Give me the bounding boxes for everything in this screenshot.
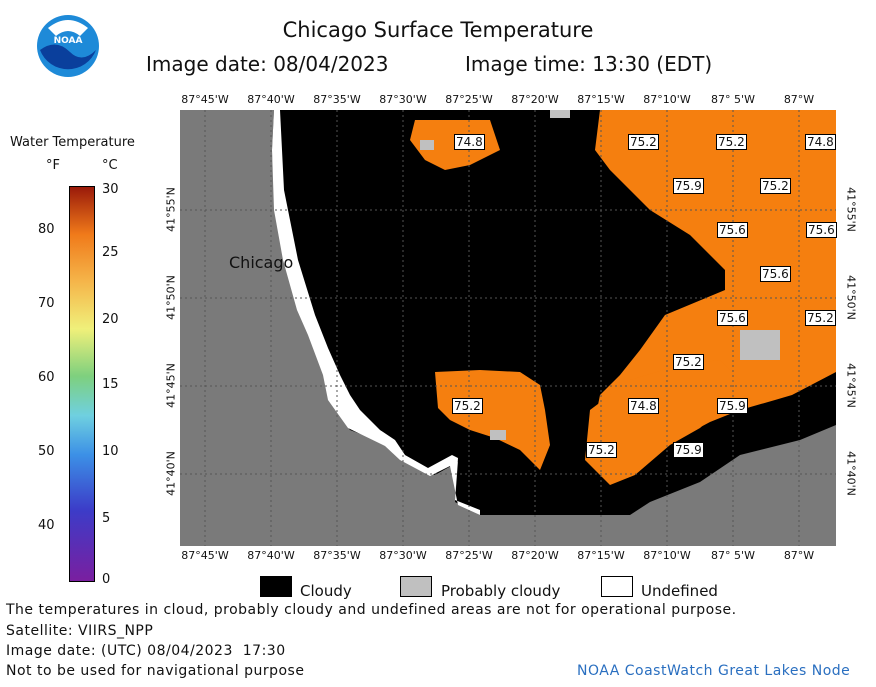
longitude-label: 87°35'W (313, 93, 361, 106)
longitude-label: 87°W (783, 549, 815, 562)
longitude-label: 87°10'W (643, 549, 691, 562)
celsius-tick: 10 (102, 444, 119, 459)
disclaimer-text: The temperatures in cloud, probably clou… (6, 602, 737, 618)
logo-text: NOAA (53, 36, 83, 46)
probably-cloudy-patch (420, 140, 434, 150)
temperature-label: 75.2 (716, 134, 747, 150)
legend-undefined-label: Undefined (641, 582, 718, 600)
colorbar-unit-f: °F (46, 158, 60, 173)
latitude-label: 41°50'N (844, 275, 858, 320)
longitude-label: 87°15'W (577, 549, 625, 562)
fahrenheit-tick: 80 (38, 222, 55, 237)
longitude-label: 87° 5'W (711, 93, 755, 106)
celsius-tick: 0 (102, 572, 111, 587)
temperature-label: 75.2 (760, 178, 791, 194)
colorbar-unit-c: °C (102, 158, 118, 173)
celsius-tick: 25 (102, 245, 119, 260)
undefined-coast (272, 110, 480, 515)
temperature-label: 74.8 (454, 134, 485, 150)
temperature-label: 75.2 (628, 134, 659, 150)
colorbar-title: Water Temperature (10, 135, 135, 150)
image-time: Image time: 13:30 (EDT) (465, 52, 713, 76)
fahrenheit-tick: 70 (38, 296, 55, 311)
longitude-label: 87°45'W (181, 549, 229, 562)
longitude-label: 87°20'W (511, 93, 559, 106)
longitude-label: 87°25'W (445, 549, 493, 562)
fahrenheit-tick: 60 (38, 370, 55, 385)
legend-probably-cloudy-swatch (400, 576, 432, 597)
longitude-label: 87°W (783, 93, 815, 106)
longitude-label: 87°15'W (577, 93, 625, 106)
longitude-label: 87°10'W (643, 93, 691, 106)
longitude-label: 87°25'W (445, 93, 493, 106)
probably-cloudy-patch (490, 430, 506, 440)
temperature-label: 75.9 (673, 442, 704, 458)
latitude-label: 41°50'N (164, 275, 178, 320)
fahrenheit-tick: 50 (38, 444, 55, 459)
latitude-label: 41°45'N (844, 363, 858, 408)
temperature-label: 75.6 (717, 310, 748, 326)
latitude-label: 41°55'N (164, 187, 178, 232)
graticule (180, 110, 836, 546)
longitude-label: 87°40'W (247, 549, 295, 562)
noaa-logo: NOAA (36, 14, 100, 78)
legend-undefined-swatch (601, 576, 633, 597)
legend-probably-cloudy-label: Probably cloudy (441, 582, 561, 600)
celsius-tick: 20 (102, 312, 119, 327)
longitude-label: 87°30'W (379, 93, 427, 106)
temperature-label: 75.6 (806, 222, 837, 238)
latitude-label: 41°55'N (844, 187, 858, 232)
temperature-label: 75.2 (452, 398, 483, 414)
latitude-label: 41°45'N (164, 363, 178, 408)
longitude-label: 87°20'W (511, 549, 559, 562)
colorbar (69, 186, 95, 582)
satellite-text: Satellite: VIIRS_NPP (6, 623, 154, 639)
probably-cloudy-patch (550, 110, 570, 118)
latitude-label: 41°40'N (844, 451, 858, 496)
probably-cloudy-patch (740, 330, 780, 360)
image-date: Image date: 08/04/2023 (146, 52, 389, 76)
temperature-label: 75.9 (673, 178, 704, 194)
longitude-label: 87°45'W (181, 93, 229, 106)
legend-cloudy-label: Cloudy (300, 582, 352, 600)
temperature-label: 75.9 (717, 398, 748, 414)
legend-cloudy-swatch (260, 576, 292, 597)
utc-date-text: Image date: (UTC) 08/04/2023 17:30 (6, 643, 286, 659)
latitude-label: 41°40'N (164, 451, 178, 496)
city-label: Chicago (229, 253, 294, 272)
longitude-label: 87° 5'W (711, 549, 755, 562)
temperature-label: 75.6 (717, 222, 748, 238)
temperature-map: Chicago 74.8 75.2 75.2 74.8 75.9 75.2 75.6 75.6… (180, 110, 837, 546)
celsius-tick: 15 (102, 377, 119, 392)
celsius-tick: 5 (102, 511, 111, 526)
longitude-label: 87°30'W (379, 549, 427, 562)
longitude-label: 87°35'W (313, 549, 361, 562)
temperature-label: 75.6 (760, 266, 791, 282)
temperature-label: 74.8 (628, 398, 659, 414)
temperature-label: 75.2 (673, 354, 704, 370)
temperature-label: 74.8 (805, 134, 836, 150)
celsius-tick: 30 (102, 182, 119, 197)
navigation-warning: Not to be used for navigational purpose (6, 663, 305, 679)
warm-water-south (585, 360, 740, 485)
page-title: Chicago Surface Temperature (282, 18, 594, 42)
fahrenheit-tick: 40 (38, 518, 55, 533)
temperature-label: 75.2 (586, 442, 617, 458)
temperature-label: 75.2 (805, 310, 836, 326)
chicago-marker (297, 246, 305, 254)
warm-water-southwest (435, 370, 550, 470)
credit-link[interactable]: NOAA CoastWatch Great Lakes Node (577, 663, 851, 679)
longitude-label: 87°40'W (247, 93, 295, 106)
